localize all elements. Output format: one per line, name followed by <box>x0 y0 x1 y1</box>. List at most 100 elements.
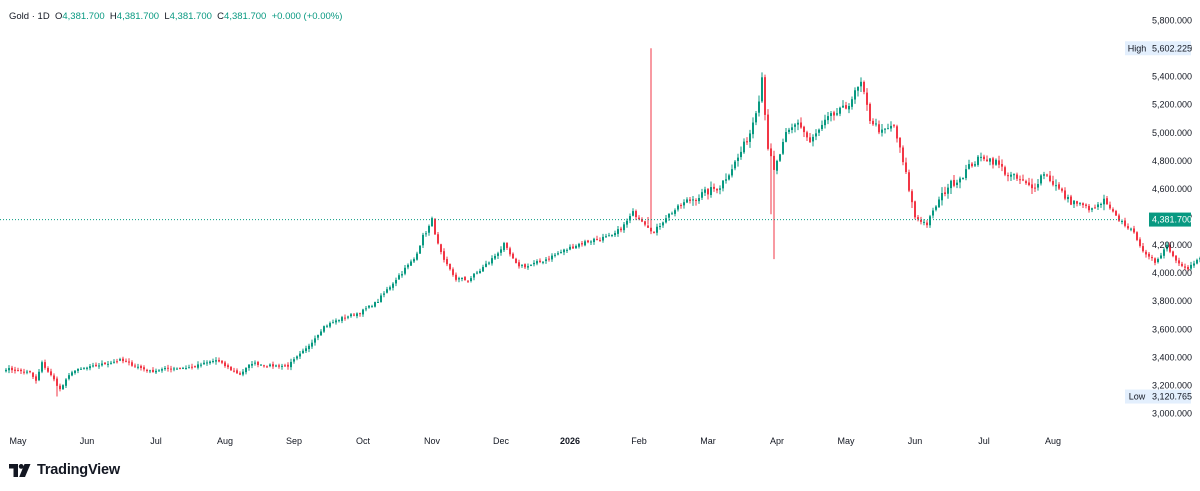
candle-body[interactable] <box>1097 204 1099 208</box>
candle-body[interactable] <box>1076 201 1078 204</box>
candle-body[interactable] <box>98 365 100 367</box>
candle-body[interactable] <box>119 359 121 361</box>
candle-body[interactable] <box>752 122 754 135</box>
candle-body[interactable] <box>1151 257 1153 259</box>
candle-body[interactable] <box>857 86 859 91</box>
candle-body[interactable] <box>176 368 178 370</box>
candle-body[interactable] <box>845 105 847 109</box>
candle-body[interactable] <box>107 363 109 365</box>
candle-body[interactable] <box>626 220 628 225</box>
candle-body[interactable] <box>1016 174 1018 179</box>
candle-body[interactable] <box>470 278 472 281</box>
candle-body[interactable] <box>872 120 874 125</box>
candle-body[interactable] <box>902 147 904 163</box>
candle-body[interactable] <box>287 364 289 367</box>
candle-body[interactable] <box>161 369 163 371</box>
candle-body[interactable] <box>782 141 784 154</box>
candle-body[interactable] <box>59 385 61 390</box>
candle-body[interactable] <box>632 211 634 216</box>
candle-body[interactable] <box>356 313 358 317</box>
candle-body[interactable] <box>584 241 586 246</box>
candle-body[interactable] <box>461 277 463 279</box>
candle-body[interactable] <box>179 368 181 370</box>
candle-body[interactable] <box>590 241 592 243</box>
candle-body[interactable] <box>254 362 256 364</box>
candle-body[interactable] <box>257 362 259 365</box>
candle-body[interactable] <box>836 113 838 115</box>
candle-body[interactable] <box>29 371 31 373</box>
candle-body[interactable] <box>638 217 640 220</box>
candle-body[interactable] <box>1049 175 1051 182</box>
candle-body[interactable] <box>1064 190 1066 199</box>
candle-body[interactable] <box>158 370 160 372</box>
candle-body[interactable] <box>113 361 115 363</box>
candle-body[interactable] <box>191 366 193 368</box>
candle-body[interactable] <box>131 362 133 366</box>
candle-body[interactable] <box>1085 204 1087 206</box>
candle-body[interactable] <box>92 365 94 367</box>
candle-body[interactable] <box>1157 258 1159 263</box>
candle-body[interactable] <box>932 210 934 216</box>
candle-body[interactable] <box>365 308 367 310</box>
candle-body[interactable] <box>1187 266 1189 270</box>
candle-body[interactable] <box>668 213 670 218</box>
candle-body[interactable] <box>1058 184 1060 189</box>
candle-body[interactable] <box>1034 187 1036 189</box>
candle-body[interactable] <box>506 242 508 248</box>
candle-body[interactable] <box>515 258 517 263</box>
candle-body[interactable] <box>1136 232 1138 240</box>
candle-body[interactable] <box>35 376 37 381</box>
candle-body[interactable] <box>653 231 655 233</box>
candle-body[interactable] <box>731 169 733 176</box>
candle-body[interactable] <box>689 199 691 201</box>
candle-body[interactable] <box>437 234 439 244</box>
candle-body[interactable] <box>791 127 793 130</box>
candle-body[interactable] <box>890 125 892 129</box>
candle-body[interactable] <box>1025 181 1027 184</box>
candle-body[interactable] <box>797 122 799 125</box>
candle-body[interactable] <box>155 370 157 373</box>
candle-body[interactable] <box>581 243 583 245</box>
candle-body[interactable] <box>998 160 1000 165</box>
candle-body[interactable] <box>674 210 676 214</box>
candle-body[interactable] <box>134 365 136 367</box>
candle-body[interactable] <box>719 188 721 190</box>
candle-body[interactable] <box>539 260 541 262</box>
candle-body[interactable] <box>572 246 574 249</box>
candle-body[interactable] <box>995 159 997 165</box>
candle-body[interactable] <box>644 221 646 225</box>
candle-body[interactable] <box>1022 179 1024 181</box>
candle-body[interactable] <box>893 125 895 127</box>
candle-body[interactable] <box>818 129 820 133</box>
candle-body[interactable] <box>197 364 199 368</box>
candle-body[interactable] <box>566 249 568 251</box>
candle-body[interactable] <box>983 156 985 160</box>
candle-body[interactable] <box>473 273 475 278</box>
candle-body[interactable] <box>734 161 736 169</box>
candle-body[interactable] <box>482 267 484 272</box>
candle-body[interactable] <box>212 361 214 363</box>
candle-body[interactable] <box>593 238 595 243</box>
candle-body[interactable] <box>266 366 268 368</box>
candle-body[interactable] <box>758 101 760 113</box>
candle-body[interactable] <box>1118 215 1120 221</box>
candle-body[interactable] <box>701 192 703 198</box>
candle-body[interactable] <box>977 156 979 165</box>
candle-body[interactable] <box>1163 249 1165 256</box>
candle-body[interactable] <box>728 175 730 180</box>
candle-body[interactable] <box>1037 184 1039 188</box>
candle-body[interactable] <box>650 227 652 232</box>
candle-body[interactable] <box>41 362 43 372</box>
candle-body[interactable] <box>476 272 478 274</box>
candle-body[interactable] <box>269 364 271 367</box>
candle-body[interactable] <box>236 370 238 374</box>
candle-body[interactable] <box>1055 185 1057 187</box>
tradingview-brand[interactable]: TradingView <box>9 462 120 478</box>
candle-body[interactable] <box>545 259 547 262</box>
candle-body[interactable] <box>968 164 970 169</box>
candle-body[interactable] <box>605 236 607 238</box>
candle-body[interactable] <box>143 367 145 370</box>
candle-body[interactable] <box>1040 175 1042 184</box>
candle-body[interactable] <box>1115 211 1117 216</box>
candle-body[interactable] <box>455 274 457 280</box>
